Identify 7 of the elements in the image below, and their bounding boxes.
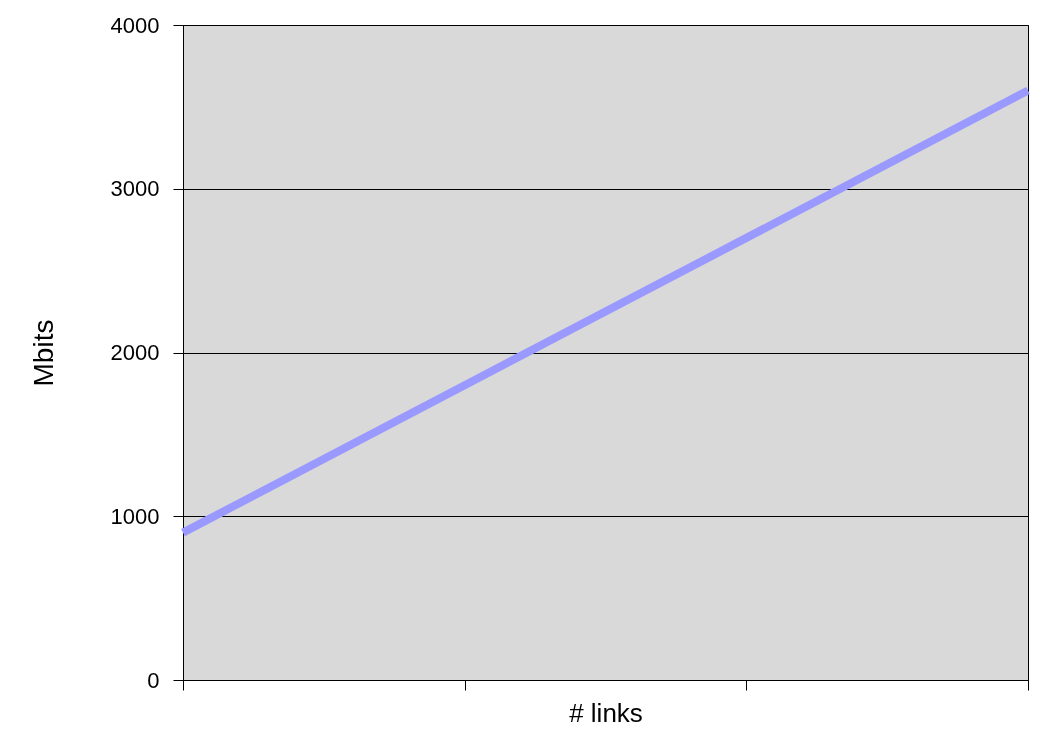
x-axis-title: # links: [569, 698, 643, 728]
y-tick-label: 1000: [110, 503, 160, 529]
y-tick-label: 4000: [110, 12, 160, 38]
y-axis-title: Mbits: [27, 319, 59, 387]
y-tick-label: 2000: [110, 340, 160, 365]
y-tick-label: 0: [147, 667, 160, 693]
y-tick-label: 3000: [110, 176, 160, 202]
